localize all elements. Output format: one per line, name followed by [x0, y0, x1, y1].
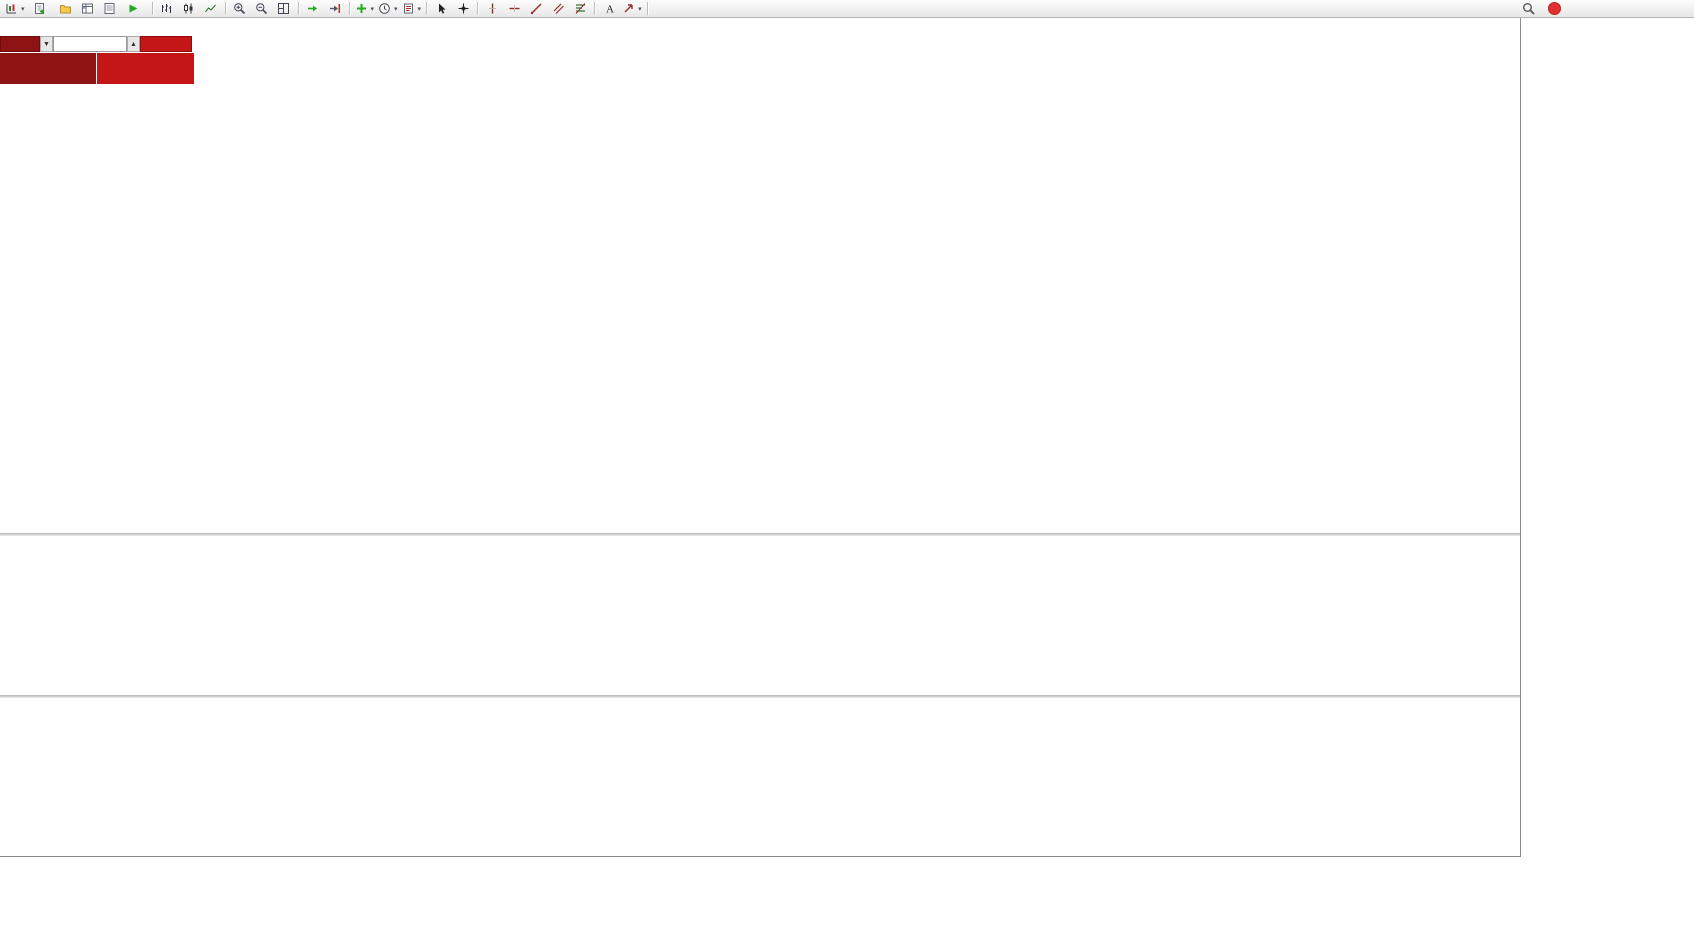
auto-scroll-icon: [306, 2, 319, 15]
buy-price-panel[interactable]: [97, 53, 194, 84]
buy-button[interactable]: [140, 36, 192, 52]
line-chart-button[interactable]: [200, 0, 222, 18]
fibonacci-icon: [574, 2, 587, 15]
sell-button[interactable]: [0, 36, 40, 52]
channel-button[interactable]: [547, 0, 569, 18]
volume-increase-button[interactable]: ▲: [127, 36, 140, 52]
data-window-button[interactable]: [99, 0, 121, 18]
indicators-button[interactable]: ▾: [353, 0, 377, 18]
panel-separator[interactable]: [0, 533, 1581, 536]
tile-windows-icon: [277, 2, 290, 15]
zoom-in-icon: [233, 2, 246, 15]
price-axis-border: [1520, 18, 1521, 857]
time-axis[interactable]: [0, 858, 1520, 871]
fibonacci-button[interactable]: [569, 0, 591, 18]
data-window-icon: [103, 2, 116, 15]
price-axis[interactable]: [1521, 0, 1693, 938]
templates-button[interactable]: ▾: [400, 0, 424, 18]
profiles-button[interactable]: [55, 0, 77, 18]
one-click-trading-widget: ▼ ▲: [0, 36, 195, 84]
toolbar-separator: [426, 2, 428, 15]
cursor-button[interactable]: [430, 0, 452, 18]
one-click-top-row: ▼ ▲: [0, 36, 195, 52]
new-chart-button[interactable]: ▾: [3, 0, 27, 18]
trendline-icon: [530, 2, 543, 15]
vertical-line-icon: [486, 2, 499, 15]
toolbar-right-group: [1518, 0, 1561, 18]
cursor-icon: [435, 2, 448, 15]
channel-icon: [552, 2, 565, 15]
zoom-out-button[interactable]: [251, 0, 273, 18]
rsi-panel-chart[interactable]: [0, 698, 1520, 855]
one-click-price-row: [0, 53, 195, 84]
chevron-down-icon: ▾: [370, 5, 375, 13]
sell-price-panel[interactable]: [0, 53, 96, 84]
price-chart[interactable]: [0, 18, 1520, 533]
toolbar-separator: [646, 2, 648, 15]
volume-input[interactable]: [53, 36, 127, 52]
chart-shift-icon: [328, 2, 341, 15]
toolbar-separator: [477, 2, 479, 15]
candlestick-chart-button[interactable]: [178, 0, 200, 18]
search-icon: [1522, 2, 1536, 16]
play-icon: [127, 2, 140, 15]
new-order-icon: [33, 2, 46, 15]
toolbar-separator: [224, 2, 226, 15]
chevron-down-icon: ▾: [417, 5, 422, 13]
arrow-tool-icon: [622, 2, 635, 15]
toolbar-separator: [151, 2, 153, 15]
chart-shift-button[interactable]: [324, 0, 346, 18]
panel-separator[interactable]: [0, 695, 1581, 698]
indicators-plus-icon: [355, 2, 368, 15]
arrows-button[interactable]: ▾: [620, 0, 644, 18]
horizontal-line-icon: [508, 2, 521, 15]
zoom-in-button[interactable]: [229, 0, 251, 18]
line-chart-icon: [204, 2, 217, 15]
crosshair-button[interactable]: [452, 0, 474, 18]
template-icon: [402, 2, 415, 15]
horizontal-line-button[interactable]: [503, 0, 525, 18]
toolbar: ▾ ▾ ▾ ▾ A ▾: [0, 0, 1694, 18]
clock-icon: [378, 2, 391, 15]
search-button[interactable]: [1518, 0, 1540, 18]
crosshair-icon: [457, 2, 470, 15]
volume-dropdown-button[interactable]: ▼: [40, 36, 53, 52]
chevron-down-icon: ▾: [638, 5, 642, 13]
toolbar-separator: [297, 2, 299, 15]
zoom-out-icon: [255, 2, 268, 15]
new-order-button[interactable]: [27, 0, 55, 18]
bar-chart-button[interactable]: [156, 0, 178, 18]
time-axis-border: [0, 856, 1581, 857]
tile-windows-button[interactable]: [273, 0, 295, 18]
chevron-down-icon: ▾: [21, 5, 25, 13]
bar-chart-icon: [160, 2, 173, 15]
toolbar-separator: [594, 2, 596, 15]
new-chart-icon: [5, 2, 18, 15]
folder-icon: [59, 2, 72, 15]
market-watch-button[interactable]: [77, 0, 99, 18]
text-icon: A: [603, 2, 616, 16]
toolbar-separator: [348, 2, 350, 15]
vertical-line-button[interactable]: [481, 0, 503, 18]
text-button[interactable]: A: [598, 0, 620, 18]
notification-badge[interactable]: [1548, 2, 1561, 15]
macd-panel-chart[interactable]: [0, 536, 1520, 695]
trendline-button[interactable]: [525, 0, 547, 18]
periods-button[interactable]: ▾: [376, 0, 400, 18]
quotes-table-icon: [81, 2, 94, 15]
auto-scroll-button[interactable]: [302, 0, 324, 18]
svg-text:A: A: [606, 4, 614, 16]
autotrading-button[interactable]: [121, 0, 149, 18]
candlestick-chart-icon: [182, 2, 195, 15]
chevron-down-icon: ▾: [394, 5, 398, 13]
